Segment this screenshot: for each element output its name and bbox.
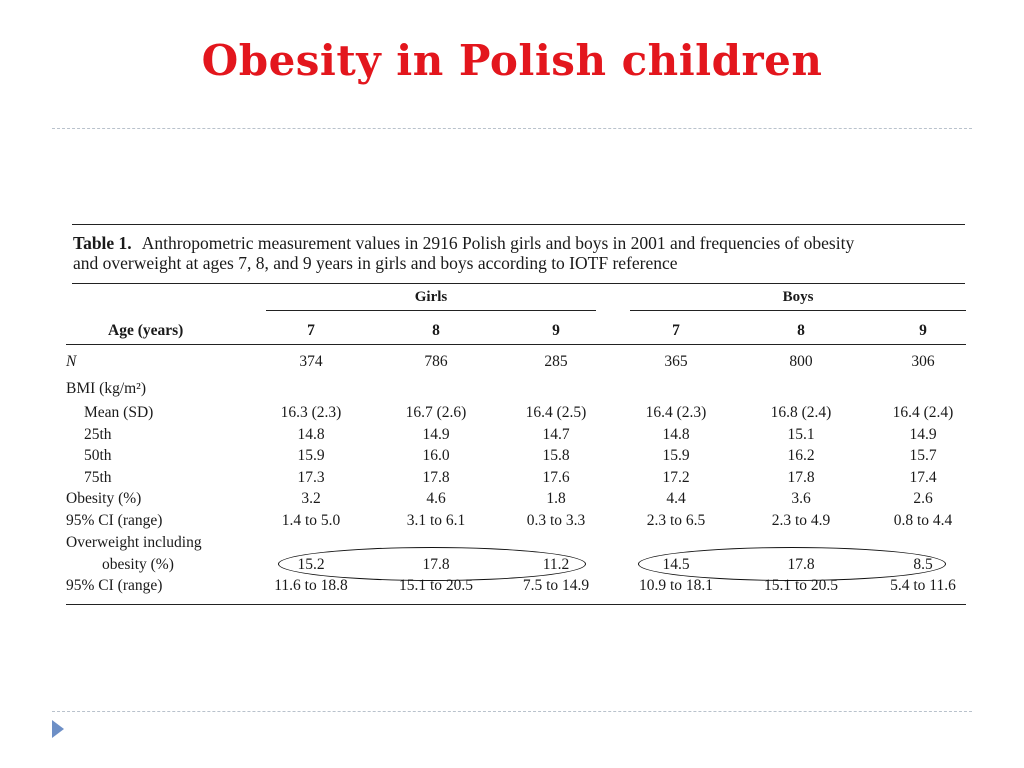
table-cell: 17.4 bbox=[909, 469, 937, 486]
row-label: BMI (kg/m²) bbox=[66, 380, 146, 397]
table-cell: 2.3 to 4.9 bbox=[771, 512, 831, 529]
table-cell: 16.4 (2.5) bbox=[525, 404, 587, 421]
age-column-header: 8 bbox=[432, 322, 440, 339]
row-label: Obesity (%) bbox=[66, 490, 142, 507]
table-cell: 15.1 to 20.5 bbox=[398, 577, 474, 594]
age-column-header: 9 bbox=[919, 322, 927, 339]
table-cell: 14.9 bbox=[422, 426, 450, 443]
table-cell: 786 bbox=[424, 353, 448, 370]
table-cell: 17.8 bbox=[787, 469, 815, 486]
age-column-header: 8 bbox=[797, 322, 805, 339]
caption-bottom-rule bbox=[72, 283, 965, 284]
table-cell: 15.8 bbox=[542, 447, 570, 464]
table-cell: 17.6 bbox=[542, 469, 570, 486]
row-label: 25th bbox=[84, 426, 112, 443]
table-cell: 15.9 bbox=[662, 447, 690, 464]
age-column-header: 7 bbox=[672, 322, 680, 339]
row-label: Mean (SD) bbox=[84, 404, 154, 421]
table-cell: 4.6 bbox=[426, 490, 446, 507]
age-column-header: 7 bbox=[307, 322, 315, 339]
table-cell: 14.9 bbox=[909, 426, 937, 443]
row-label: N bbox=[66, 353, 77, 370]
table-cell: 17.2 bbox=[662, 469, 690, 486]
caption-line-2: and overweight at ages 7, 8, and 9 years… bbox=[73, 253, 678, 273]
table-cell: 14.7 bbox=[542, 426, 570, 443]
age-column-header: 9 bbox=[552, 322, 560, 339]
table-cell: 16.8 (2.4) bbox=[770, 404, 832, 421]
table-cell: 14.8 bbox=[662, 426, 690, 443]
row-label: 95% CI (range) bbox=[66, 577, 163, 594]
table-cell: 306 bbox=[911, 353, 935, 370]
table-cell: 16.4 (2.3) bbox=[645, 404, 707, 421]
bullet-arrow-icon bbox=[52, 720, 64, 738]
table-cell: 10.9 to 18.1 bbox=[638, 577, 714, 594]
table-cell: 3.1 to 6.1 bbox=[406, 512, 466, 529]
table-cell: 0.8 to 4.4 bbox=[893, 512, 953, 529]
table-cell: 800 bbox=[789, 353, 813, 370]
table-cell: 17.3 bbox=[297, 469, 325, 486]
table-cell: 3.2 bbox=[301, 490, 321, 507]
table-caption: Table 1. Anthropometric measurement value… bbox=[73, 233, 965, 273]
row-label: 75th bbox=[84, 469, 112, 486]
table-cell: 15.9 bbox=[297, 447, 325, 464]
caption-line-1: Anthropometric measurement values in 291… bbox=[141, 233, 855, 253]
table-cell: 1.4 to 5.0 bbox=[281, 512, 341, 529]
table-cell: 15.7 bbox=[909, 447, 937, 464]
table-cell: 5.4 to 11.6 bbox=[890, 577, 956, 594]
table-cell: 2.6 bbox=[913, 490, 933, 507]
table-cell: 16.3 (2.3) bbox=[280, 404, 342, 421]
table-cell: 374 bbox=[299, 353, 323, 370]
table-cell: 2.3 to 6.5 bbox=[646, 512, 706, 529]
table-cell: 1.8 bbox=[546, 490, 566, 507]
table-cell: 16.2 bbox=[787, 447, 815, 464]
table-cell: 16.7 (2.6) bbox=[405, 404, 467, 421]
table-cell: 16.0 bbox=[422, 447, 450, 464]
table-cell: 15.1 bbox=[787, 426, 815, 443]
table-cell: 7.5 to 14.9 bbox=[522, 577, 590, 594]
boys-group-rule bbox=[630, 310, 966, 311]
table-cell: 0.3 to 3.3 bbox=[526, 512, 586, 529]
table-bottom-rule bbox=[66, 604, 966, 605]
group-header-girls: Girls bbox=[414, 289, 448, 305]
header-bottom-rule bbox=[66, 344, 966, 345]
girls-overweight-highlight bbox=[278, 547, 586, 581]
table-cell: 285 bbox=[544, 353, 568, 370]
group-header-boys: Boys bbox=[782, 289, 814, 305]
slide-title: Obesity in Polish children bbox=[201, 36, 823, 85]
bottom-divider bbox=[52, 711, 972, 712]
row-label: 95% CI (range) bbox=[66, 512, 163, 529]
table-cell: 365 bbox=[664, 353, 688, 370]
table-top-rule bbox=[72, 224, 965, 225]
table-cell: 11.6 to 18.8 bbox=[274, 577, 348, 594]
row-label: Overweight including bbox=[66, 534, 202, 551]
table-cell: 14.8 bbox=[297, 426, 325, 443]
table-cell: 16.4 (2.4) bbox=[892, 404, 954, 421]
table-label: Table 1. bbox=[73, 233, 132, 253]
table-cell: 15.1 to 20.5 bbox=[763, 577, 839, 594]
table-cell: 3.6 bbox=[791, 490, 811, 507]
row-label: 50th bbox=[84, 447, 112, 464]
table-cell: 4.4 bbox=[666, 490, 686, 507]
table-cell: 17.8 bbox=[422, 469, 450, 486]
age-header: Age (years) bbox=[108, 322, 184, 339]
top-divider bbox=[52, 128, 972, 129]
row-label: obesity (%) bbox=[102, 556, 174, 573]
girls-group-rule bbox=[266, 310, 596, 311]
boys-overweight-highlight bbox=[638, 547, 946, 581]
